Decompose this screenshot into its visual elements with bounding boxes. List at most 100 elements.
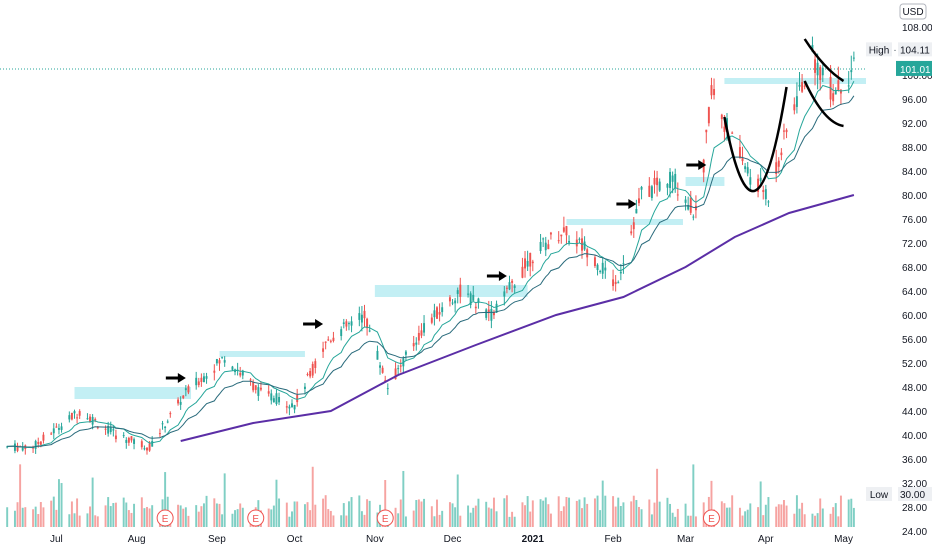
candle-body — [86, 418, 89, 420]
candle-body — [814, 59, 817, 73]
candle-body — [658, 181, 661, 191]
candle-body — [342, 322, 345, 325]
candle-body — [215, 359, 218, 364]
candle-body — [241, 370, 244, 376]
candle-body — [278, 397, 281, 403]
candle-body — [656, 177, 659, 186]
volume-bar — [86, 513, 89, 527]
candle-body — [259, 387, 262, 390]
volume-bar — [674, 516, 677, 527]
earnings-marker-label: E — [382, 514, 389, 525]
volume-bar — [648, 499, 651, 527]
candle-body — [485, 309, 488, 318]
candle-body — [158, 433, 161, 435]
volume-bar — [474, 505, 477, 527]
candle-body — [451, 302, 454, 304]
volume-bar — [816, 513, 819, 527]
price-tick-label: 88.00 — [902, 143, 927, 154]
volume-bar — [420, 501, 423, 527]
volume-bar — [60, 483, 63, 527]
price-tick-label: 24.00 — [902, 527, 927, 538]
volume-bar — [309, 510, 312, 527]
volume-bar — [467, 505, 470, 527]
volume-bar — [635, 500, 638, 527]
volume-bar — [221, 514, 224, 527]
volume-bar — [151, 505, 154, 527]
volume-bar — [39, 502, 42, 527]
candle-body — [821, 67, 824, 76]
volume-bar — [689, 515, 692, 527]
candle-body — [363, 310, 366, 319]
price-tick-label: 56.00 — [902, 335, 927, 346]
candle-body — [57, 428, 60, 430]
price-tick-label: 44.00 — [902, 407, 927, 418]
candle-body — [122, 435, 125, 437]
volume-bar — [89, 506, 92, 527]
volume-bar — [459, 515, 462, 527]
candle-body — [565, 226, 568, 236]
candle-body — [6, 446, 9, 448]
candle-body — [640, 186, 643, 190]
volume-bar — [586, 503, 589, 527]
volume-bar — [55, 509, 58, 527]
candle-body — [837, 80, 840, 91]
volume-bar — [368, 500, 371, 527]
volume-bar — [164, 472, 167, 527]
volume-bar — [759, 481, 762, 527]
volume-bar — [604, 495, 607, 527]
candle-body — [547, 244, 550, 250]
volume-bar — [508, 516, 511, 527]
candle-body — [329, 340, 332, 342]
volume-bar — [358, 495, 361, 527]
volume-bar — [762, 515, 765, 527]
base-zone — [374, 285, 528, 297]
candle-body — [104, 428, 107, 430]
volume-bar — [837, 516, 840, 527]
candle-body — [60, 426, 63, 430]
volume-bar — [731, 495, 734, 527]
candle-body — [293, 405, 296, 410]
candle-body — [394, 368, 397, 380]
candle-body — [195, 377, 198, 386]
volume-bar — [311, 466, 314, 527]
volume-bar — [511, 511, 514, 527]
candle-body — [596, 264, 599, 271]
date-tick-label: 2021 — [522, 534, 545, 545]
volume-bar — [834, 503, 837, 527]
volume-bar — [542, 500, 545, 527]
cup-curve — [723, 86, 788, 193]
candle-body — [303, 386, 306, 389]
candle-body — [544, 242, 547, 251]
volume-bar — [847, 499, 850, 527]
candle-body — [417, 332, 420, 341]
currency-label: USD — [902, 7, 923, 18]
candle-body — [456, 290, 459, 294]
volume-bar — [122, 497, 125, 527]
volume-bar — [726, 507, 728, 527]
volume-bar — [656, 468, 659, 527]
candle-body — [50, 433, 53, 435]
volume-bar — [764, 504, 767, 527]
candle-body — [767, 201, 770, 203]
candle-body — [505, 287, 508, 289]
candle-body — [376, 350, 379, 360]
candle-body — [713, 89, 716, 96]
candle-body — [184, 388, 187, 391]
volume-bar — [829, 513, 832, 527]
volume-bar — [91, 477, 94, 527]
volume-bar — [632, 495, 635, 527]
volume-bar — [692, 464, 695, 527]
candle-body — [648, 185, 651, 197]
volume-bar — [448, 502, 451, 527]
candle-body — [140, 441, 143, 448]
volume-bar — [288, 516, 291, 527]
volume-bar — [187, 515, 190, 527]
candle-body — [221, 356, 224, 358]
candle-body — [549, 232, 552, 235]
candle-body — [415, 342, 418, 345]
candle-body — [381, 367, 384, 373]
candle-body — [267, 391, 270, 394]
long-moving-average-line — [180, 194, 855, 442]
candle-body — [76, 417, 79, 419]
